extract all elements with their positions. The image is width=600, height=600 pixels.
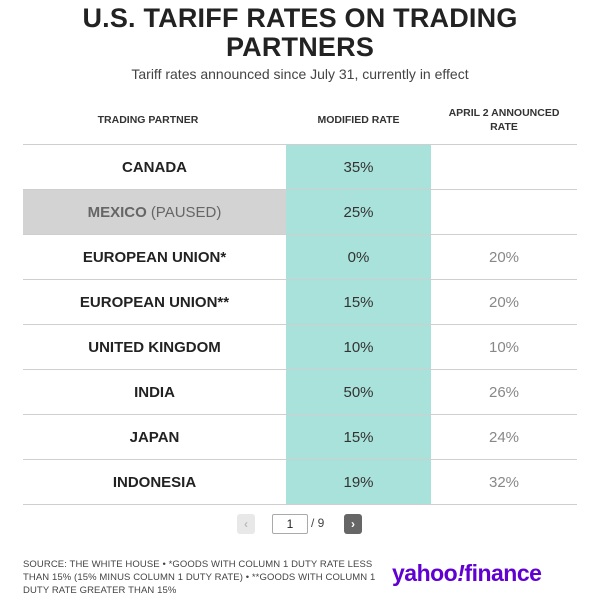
title-line-2: PARTNERS — [225, 32, 375, 62]
column-header-april-line1: APRIL 2 ANNOUNCED — [448, 107, 560, 119]
partner-cell: EUROPEAN UNION* — [23, 235, 286, 279]
table-row: CANADA 35% — [23, 144, 577, 189]
tariff-table: CANADA 35% MEXICO (PAUSED) 25% EUROPEAN UNION… — [23, 144, 577, 505]
table-row: INDIA 50% 26% — [23, 369, 577, 414]
column-header-april: APRIL 2 ANNOUNCED RATE — [431, 106, 577, 134]
yahoo-finance-logo: yahoo!finance — [392, 560, 542, 587]
column-header-modified: MODIFIED RATE — [317, 114, 400, 126]
modified-rate-cell: 35% — [286, 145, 431, 189]
april-rate-cell — [431, 145, 577, 189]
april-rate-cell: 10% — [488, 338, 520, 356]
partner-status-note: (PAUSED) — [150, 203, 222, 221]
page-total: / 9 — [311, 516, 325, 530]
table-row: UNITED KINGDOM 10% 10% — [23, 324, 577, 369]
partner-cell: JAPAN — [23, 415, 286, 459]
partner-cell: MEXICO (PAUSED) — [23, 190, 286, 234]
partner-name: CANADA — [122, 158, 187, 176]
prev-page-button[interactable]: ‹ — [237, 514, 255, 534]
source-footnote: SOURCE: THE WHITE HOUSE • *GOODS WITH CO… — [23, 559, 376, 596]
partner-name: INDIA — [134, 383, 175, 401]
column-header-partner: TRADING PARTNER — [97, 114, 199, 126]
partner-cell: EUROPEAN UNION** — [23, 280, 286, 324]
modified-rate-cell: 19% — [286, 460, 431, 504]
logo-finance: finance — [464, 560, 542, 586]
april-rate-cell: 20% — [488, 293, 520, 311]
table-row: JAPAN 15% 24% — [23, 414, 577, 459]
modified-rate-cell: 25% — [286, 190, 431, 234]
title-line-1: U.S. TARIFF RATES ON TRADING — [82, 3, 518, 33]
april-rate-cell: 20% — [488, 248, 520, 266]
logo-yahoo: yahoo — [392, 560, 458, 586]
next-page-button[interactable]: › — [344, 514, 362, 534]
modified-rate-cell: 15% — [286, 280, 431, 324]
partner-name: UNITED KINGDOM — [88, 338, 221, 356]
logo-exclamation: ! — [457, 560, 465, 586]
chevron-right-icon: › — [351, 517, 355, 531]
column-header-april-line2: RATE — [490, 121, 518, 133]
april-rate-cell: 26% — [488, 383, 520, 401]
chevron-left-icon: ‹ — [244, 517, 248, 531]
table-row: EUROPEAN UNION** 15% 20% — [23, 279, 577, 324]
modified-rate-cell: 0% — [286, 235, 431, 279]
chart-subtitle: Tariff rates announced since July 31, cu… — [131, 66, 469, 82]
partner-cell: UNITED KINGDOM — [23, 325, 286, 369]
table-row: EUROPEAN UNION* 0% 20% — [23, 234, 577, 279]
partner-cell: CANADA — [23, 145, 286, 189]
partner-name: JAPAN — [129, 428, 180, 446]
partner-cell: INDONESIA — [23, 460, 286, 504]
modified-rate-cell: 10% — [286, 325, 431, 369]
table-row: INDONESIA 19% 32% — [23, 459, 577, 505]
table-row: MEXICO (PAUSED) 25% — [23, 189, 577, 234]
chart-title: U.S. TARIFF RATES ON TRADING PARTNERS — [0, 4, 600, 62]
april-rate-cell: 24% — [488, 428, 520, 446]
page-number-input[interactable] — [272, 514, 308, 534]
april-rate-cell — [431, 190, 577, 234]
modified-rate-cell: 50% — [286, 370, 431, 414]
modified-rate-cell: 15% — [286, 415, 431, 459]
partner-cell: INDIA — [23, 370, 286, 414]
partner-name: INDONESIA — [112, 473, 197, 491]
april-rate-cell: 32% — [488, 473, 520, 491]
pagination: ‹ / 9 › — [0, 514, 600, 536]
partner-name: EUROPEAN UNION* — [82, 248, 227, 266]
partner-name: MEXICO — [87, 203, 147, 221]
partner-name: EUROPEAN UNION** — [79, 293, 230, 311]
